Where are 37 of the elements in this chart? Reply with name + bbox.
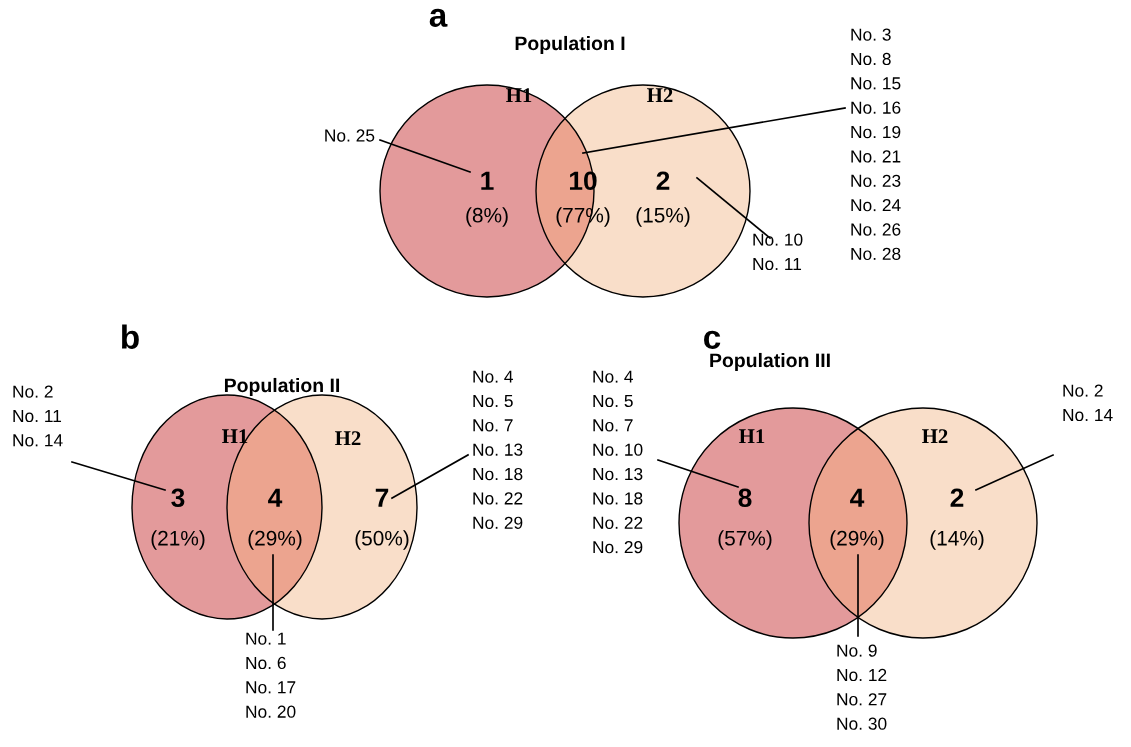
text: a (429, 8, 448, 27)
data-label: 7 (375, 488, 389, 507)
data-label: 1 (481, 171, 494, 190)
text: c (704, 330, 721, 349)
text: No. 2 No. 14 (1063, 384, 1113, 422)
category-label: (15%) (636, 207, 690, 227)
data-label: 4 (268, 488, 283, 507)
text: H2 (647, 88, 673, 103)
category-label: (57%) (718, 530, 772, 550)
text: H2 (922, 429, 948, 444)
text: No. 9 No. 12 No. 27 No. 30 (837, 644, 887, 730)
text: No. 3 No. 8 No. 15 No. 16 No. 19 No. 21 No. 23 No. 24 No. 26 No. 28 (851, 28, 901, 261)
data-label: 4 (850, 488, 865, 507)
text: Population I (515, 35, 625, 55)
category-label: (14%) (930, 530, 984, 550)
text: H1 (222, 429, 248, 444)
text: H2 (335, 431, 361, 446)
data-label: 3 (171, 488, 185, 508)
text: Population III (710, 352, 830, 372)
category-label: (50%) (355, 530, 409, 550)
text: No. 1 No. 6 No. 17 No. 20 (246, 632, 296, 718)
category-label: (29%) (830, 530, 884, 550)
text: No. 25 (325, 129, 375, 142)
text: H1 (506, 88, 532, 103)
text: No. 4 No. 5 No. 7 No. 10 No. 13 No. 18 No. 22 No. 29 (593, 370, 643, 554)
text: No. 10 No. 11 (753, 233, 803, 271)
category-label: (21%) (151, 530, 205, 550)
data-label: 2 (950, 488, 964, 507)
text: b (122, 324, 139, 349)
category-label: (8%) (466, 207, 508, 227)
data-label: 8 (738, 488, 752, 508)
data-label: 2 (656, 171, 670, 190)
text: Population II (224, 377, 340, 397)
category-label: (29%) (248, 530, 302, 550)
text: H1 (739, 429, 765, 444)
text: No. 4 No. 5 No. 7 No. 13 No. 18 No. 22 No. 29 (473, 370, 523, 529)
text: No. 2 No. 11 No. 14 (13, 385, 63, 447)
